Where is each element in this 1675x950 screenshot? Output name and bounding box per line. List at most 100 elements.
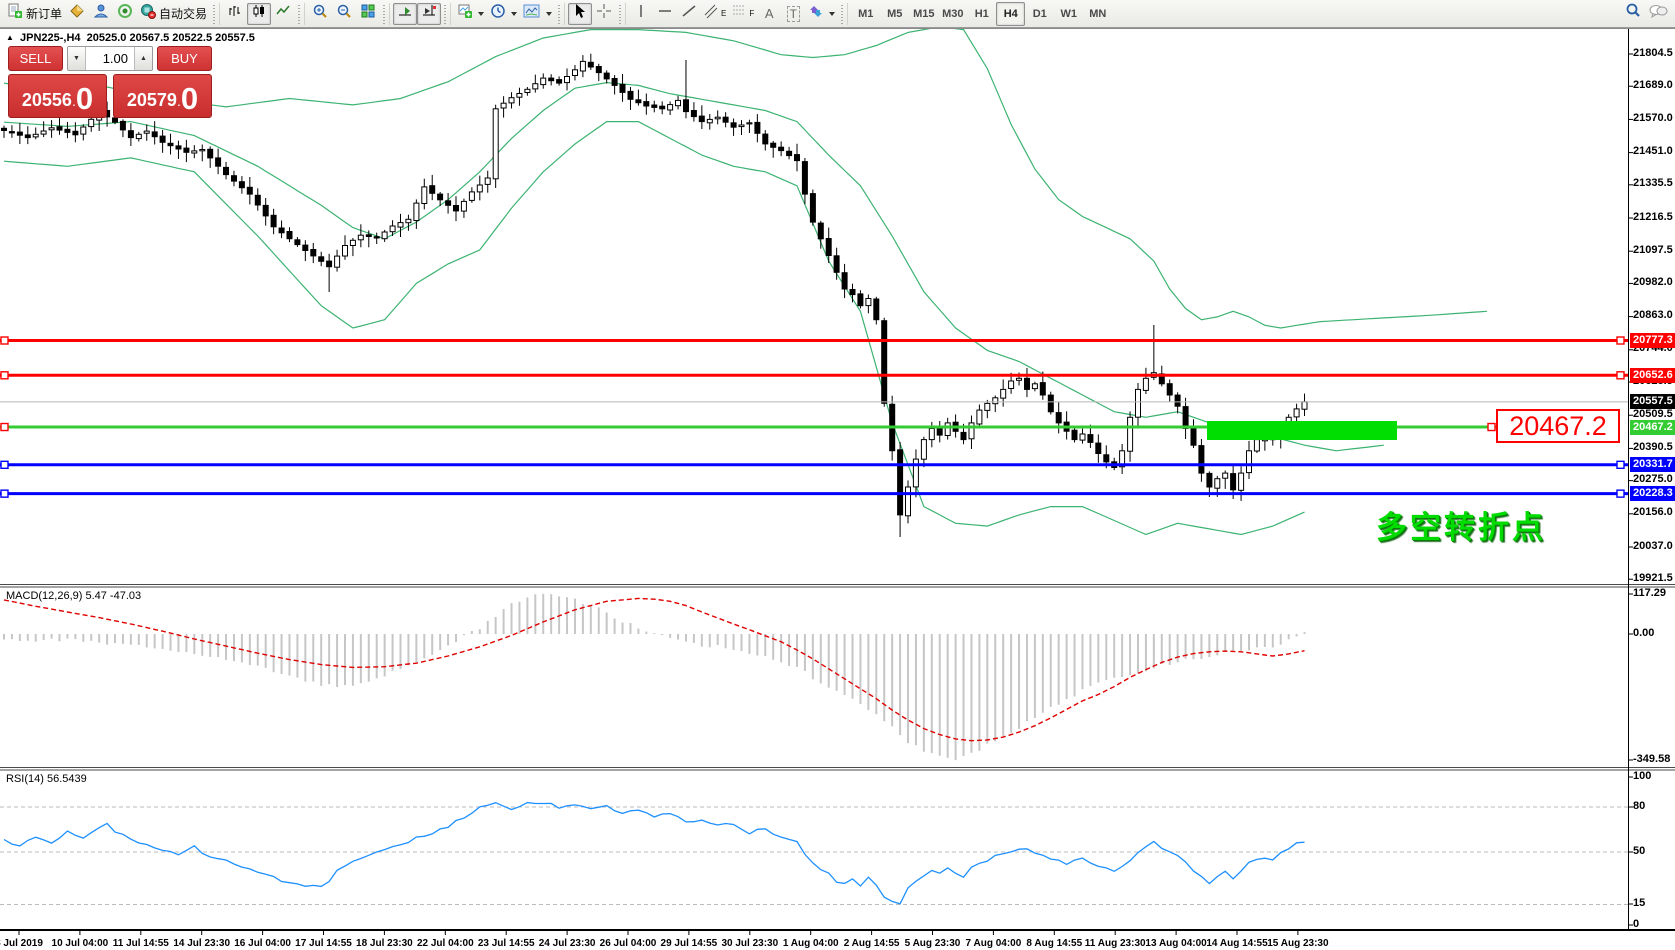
timeframe-mn[interactable]: MN: [1089, 7, 1107, 20]
sell-button[interactable]: SELL: [8, 46, 63, 71]
date-label: 1 Aug 04:00: [783, 938, 839, 949]
bar-chart-button[interactable]: [223, 3, 247, 25]
indicators-button[interactable]: [520, 3, 555, 25]
horizontal-line-button[interactable]: [653, 3, 677, 25]
search-button[interactable]: [1621, 3, 1645, 25]
crosshair-button[interactable]: [592, 3, 616, 25]
chat-button[interactable]: [1645, 3, 1671, 25]
timeframe-m15[interactable]: M15: [913, 7, 935, 20]
price-tick-label: 21570.0: [1633, 111, 1673, 124]
buy-price: 20579: [126, 90, 177, 110]
date-label: 10 Jul 04:00: [52, 938, 109, 949]
price-tick-label: 21689.0: [1633, 78, 1673, 91]
toolbar-right-group: [1621, 3, 1671, 25]
toolbar-separator: [297, 2, 306, 25]
sell-price-fraction: 0: [75, 81, 94, 116]
timeframe-m5[interactable]: M5: [887, 7, 903, 20]
signals-button[interactable]: [113, 3, 137, 25]
text-label-icon: T: [786, 5, 800, 22]
chart-shift-button[interactable]: [417, 2, 442, 25]
date-label: 11 Aug 23:30: [1085, 938, 1146, 949]
buy-button[interactable]: BUY: [157, 46, 212, 71]
text-button[interactable]: A: [757, 3, 781, 25]
arrows-icon: [808, 3, 824, 24]
macd-tick-label: 0.00: [1633, 626, 1655, 639]
timeframe-group: M1 M5 M15 M30 H1 H4 D1 W1 MN: [851, 1, 1112, 26]
timeframe-h4[interactable]: H4: [996, 1, 1026, 26]
price-tick-label: 20390.5: [1633, 440, 1673, 453]
date-label: 16 Jul 04:00: [234, 938, 291, 949]
level-price-label[interactable]: 20467.2: [1496, 409, 1620, 443]
market-watch-button[interactable]: [65, 3, 89, 25]
date-label: 13 Aug 04:00: [1145, 938, 1207, 949]
date-label: 7 Aug 04:00: [966, 938, 1022, 949]
bar-chart-icon: [227, 3, 243, 24]
main-toolbar: 新订单 自动交易: [0, 0, 1675, 28]
timeframe-h1[interactable]: H1: [974, 7, 989, 20]
date-label: 29 Jul 14:55: [661, 938, 718, 949]
fibonacci-icon: [732, 3, 746, 24]
rsi-tick-label: 0: [1633, 917, 1640, 930]
zoom-out-button[interactable]: [332, 3, 356, 25]
timeframe-m30[interactable]: M30: [942, 7, 964, 20]
new-chart-button[interactable]: [454, 3, 487, 25]
auto-scroll-button[interactable]: [393, 2, 418, 25]
rsi-tick-label: 100: [1633, 769, 1652, 782]
periods-button[interactable]: [487, 3, 520, 25]
toolbar-separator: [618, 2, 627, 25]
date-label: 14 Aug 14:55: [1206, 938, 1268, 949]
cursor-button[interactable]: [568, 2, 593, 25]
accounts-button[interactable]: [89, 3, 113, 25]
sell-price-box[interactable]: 20556. 0: [8, 74, 107, 118]
rsi-pane-label: RSI(14) 56.5439: [6, 773, 87, 785]
date-label: 8 Jul 2019: [0, 938, 43, 949]
sell-price: 20556: [21, 90, 72, 110]
chevron-down-icon: [546, 11, 553, 16]
macd-tick-label: 117.29: [1633, 586, 1667, 599]
collapse-arrow-icon[interactable]: ▲: [6, 33, 14, 42]
chart-shift-icon: [421, 3, 437, 24]
timeframe-d1[interactable]: D1: [1032, 7, 1047, 20]
rsi-tick-label: 50: [1633, 844, 1646, 857]
fibonacci-button[interactable]: F: [729, 3, 757, 25]
auto-trading-button[interactable]: 自动交易: [137, 3, 210, 25]
line-chart-icon: [275, 3, 291, 24]
fibonacci-glyph: F: [749, 9, 755, 18]
pivot-annotation[interactable]: 多空转折点: [1376, 510, 1546, 545]
lot-increase-button[interactable]: ▲: [134, 47, 152, 70]
new-order-button[interactable]: 新订单: [4, 3, 65, 25]
buy-price-box[interactable]: 20579. 0: [113, 74, 212, 118]
symbol-header: ▲ JPN225-,H4 20525.0 20567.5 20522.5 205…: [6, 32, 255, 44]
search-icon: [1624, 2, 1642, 25]
date-label: 15 Aug 23:30: [1267, 938, 1329, 949]
tile-windows-button[interactable]: [356, 3, 380, 25]
price-tag: 20777.3: [1630, 333, 1675, 349]
price-tick-label: 20863.0: [1633, 309, 1673, 322]
price-tick-label: 21804.5: [1633, 46, 1673, 59]
vertical-line-button[interactable]: [629, 3, 653, 25]
timeframe-m1[interactable]: M1: [858, 7, 874, 20]
zoom-in-icon: [312, 3, 328, 24]
equidistant-channel-button[interactable]: E: [701, 3, 729, 25]
lot-decrease-button[interactable]: ▼: [68, 47, 86, 70]
text-label-button[interactable]: T: [781, 3, 805, 25]
auto-scroll-icon: [397, 3, 413, 24]
trendline-button[interactable]: [677, 3, 701, 25]
rsi-tick-label: 15: [1633, 896, 1646, 909]
arrows-button[interactable]: [805, 3, 838, 25]
horizontal-line-icon: [657, 3, 673, 24]
candlestick-chart-button[interactable]: [247, 2, 272, 25]
lot-input[interactable]: [86, 47, 134, 70]
person-icon: [93, 3, 109, 24]
lot-stepper: ▼ ▲: [67, 46, 153, 71]
price-tick-label: 21451.0: [1633, 145, 1673, 158]
auto-trading-icon: [140, 3, 157, 24]
zoom-in-button[interactable]: [308, 3, 332, 25]
line-chart-button[interactable]: [271, 3, 295, 25]
timeframe-w1[interactable]: W1: [1060, 7, 1078, 20]
toolbar-separator: [212, 2, 221, 25]
date-label: 26 Jul 04:00: [600, 938, 657, 949]
price-tag: 20467.2: [1630, 419, 1675, 435]
